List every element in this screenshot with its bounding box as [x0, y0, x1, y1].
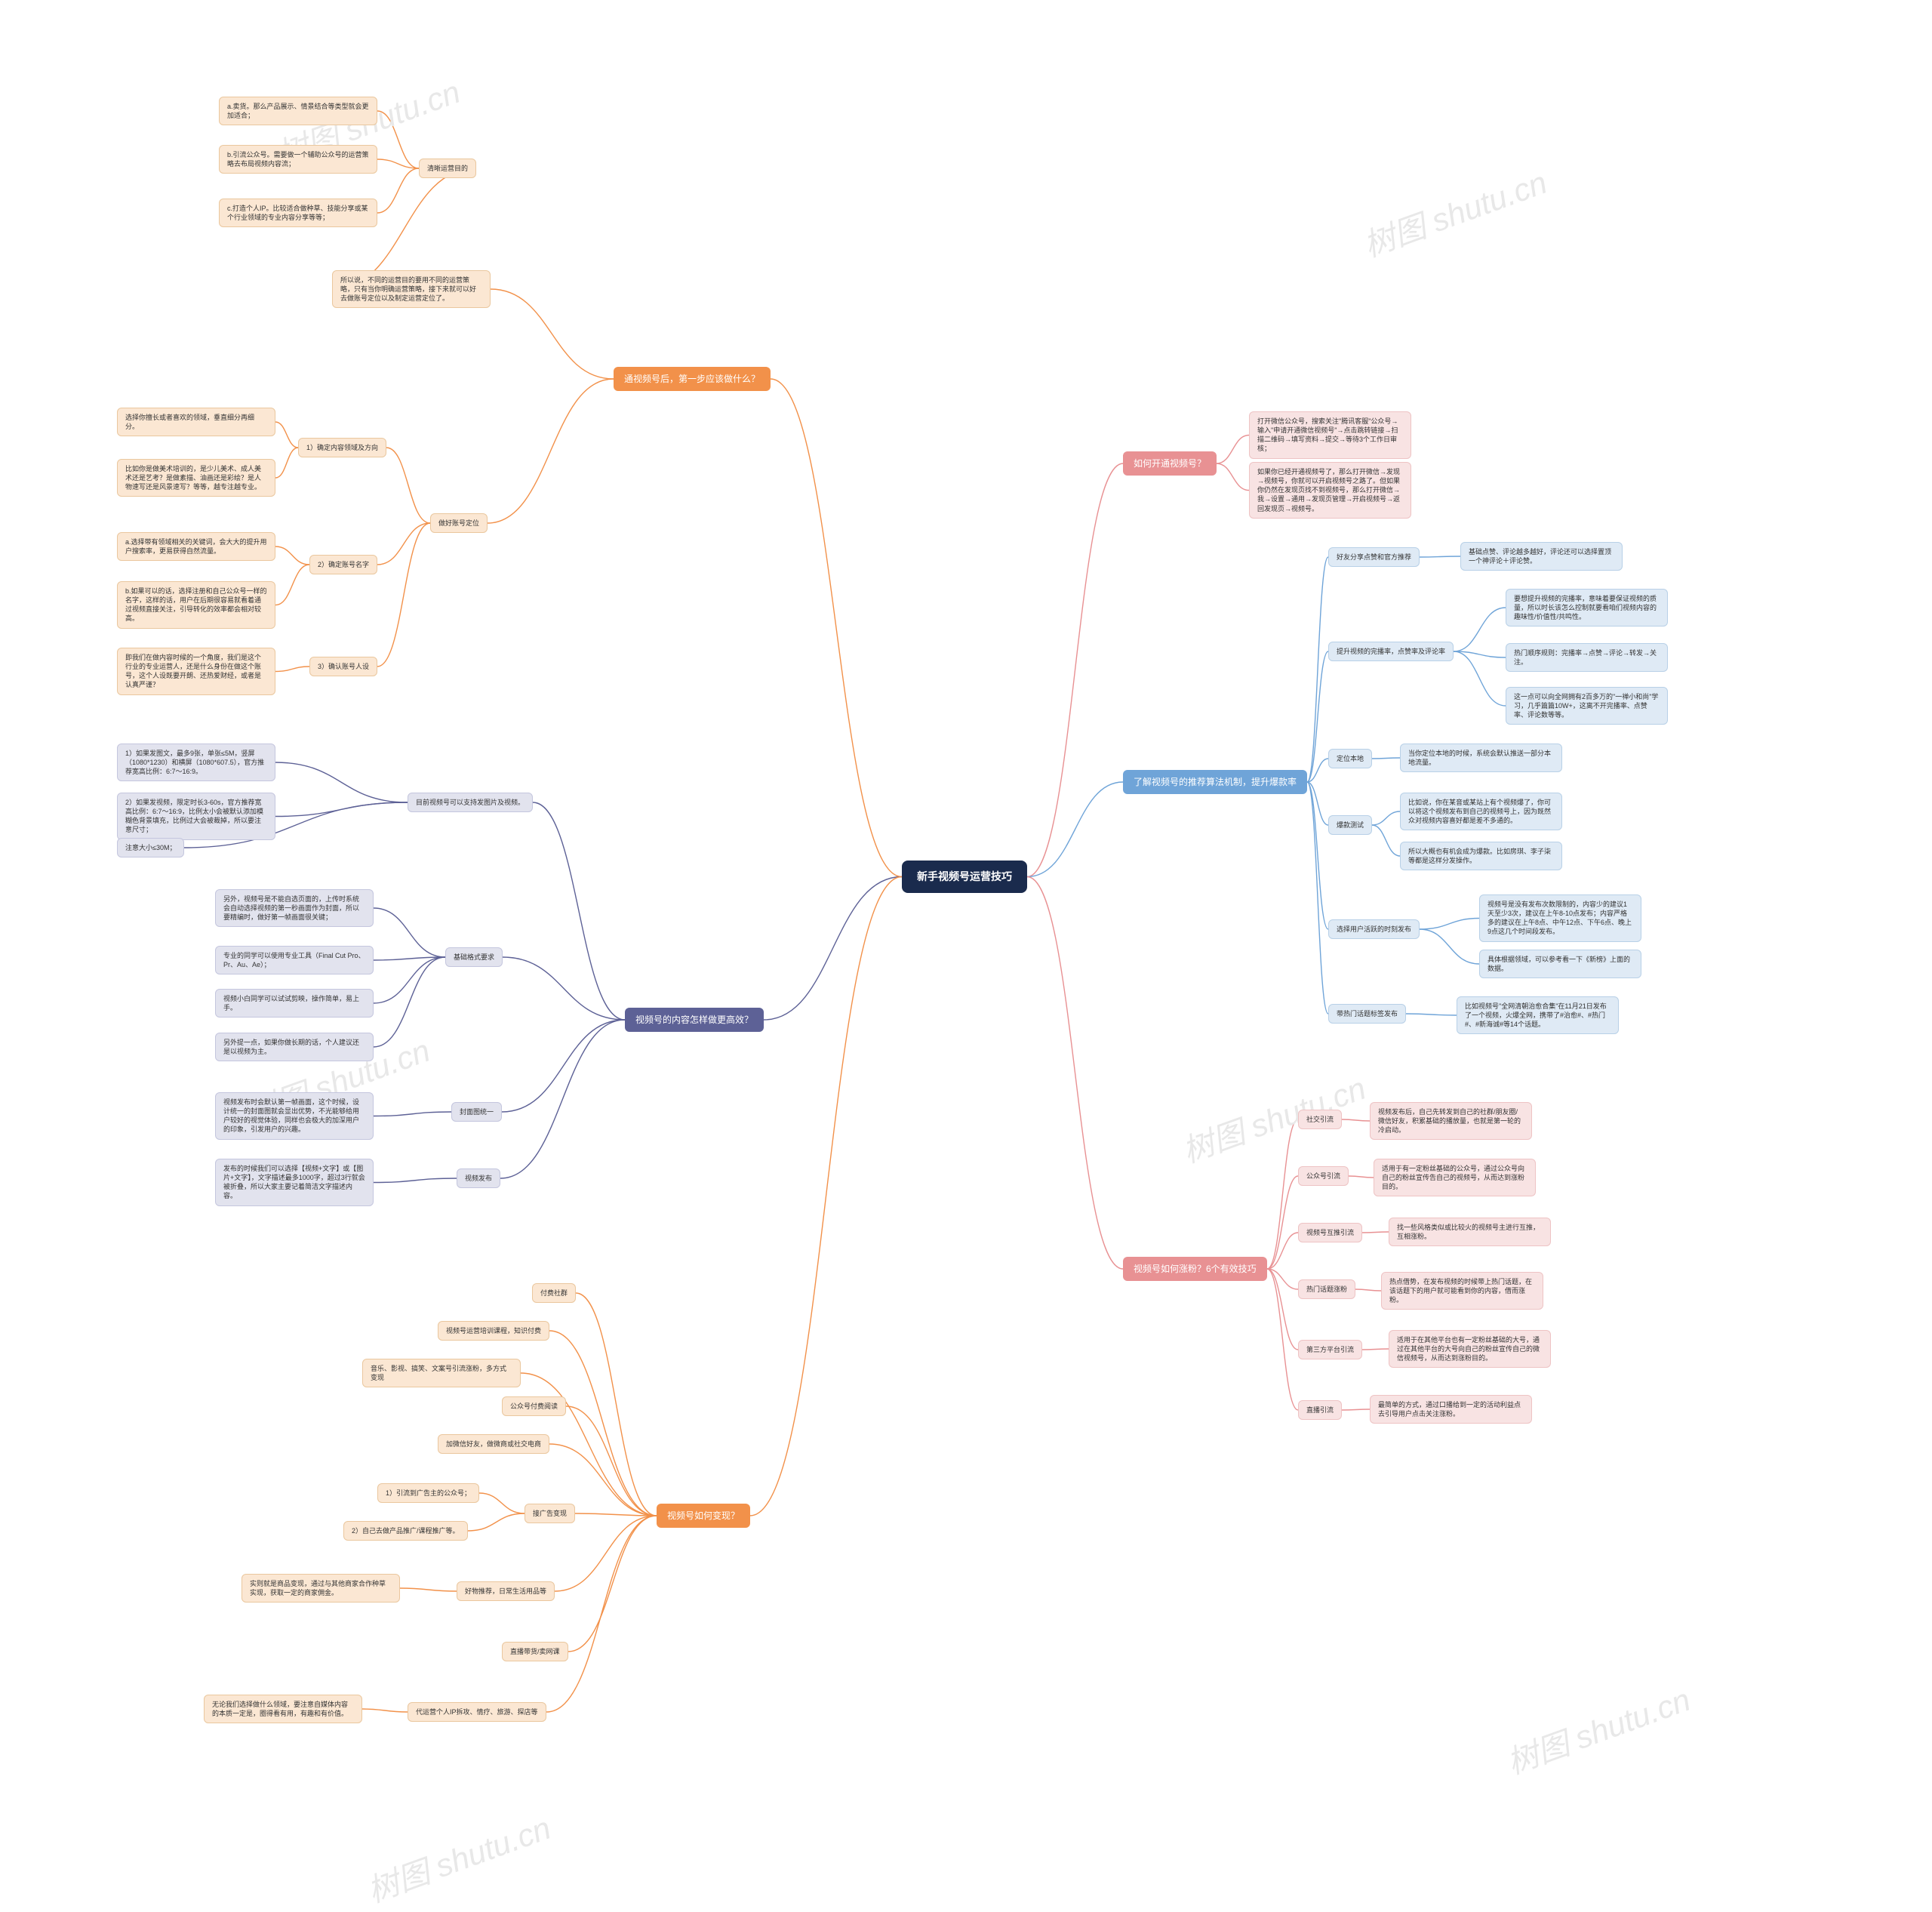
- branch-node: 如何开通视频号？: [1123, 451, 1217, 476]
- leaf-node: 具体根据领域，可以参考看一下《新榜》上面的数据。: [1479, 950, 1641, 978]
- leaf-node: 加微信好友，做微商或社交电商: [438, 1434, 549, 1454]
- leaf-node: a.卖货。那么产品展示、情景结合等类型就会更加适合；: [219, 97, 377, 125]
- leaf-node: 接广告变现: [525, 1504, 575, 1523]
- leaf-node: 实则就是商品变现，通过与其他商家合作种草实现，获取一定的商家佣金。: [242, 1574, 400, 1603]
- leaf-node: 适用于有一定粉丝基础的公众号，通过公众号向自己的粉丝宣传告自己的视频号，从而达到…: [1374, 1159, 1536, 1196]
- leaf-node: 视频发布后，自己先转发到自己的社群/朋友圈/微信好友，积累基础的播放量，也就是第…: [1370, 1102, 1532, 1140]
- leaf-node: 基础点赞、评论越多越好，评论还可以选择置顶一个神评论＋评论赞。: [1460, 542, 1623, 571]
- leaf-node: 发布的时候我们可以选择【视频+文字】或【图片+文字】，文字描述最多1000字，超…: [215, 1159, 374, 1206]
- leaf-node: 爆款测试: [1328, 815, 1372, 835]
- root-node: 新手视频号运营技巧: [902, 861, 1027, 893]
- watermark: 树图 shutu.cn: [1356, 157, 1552, 266]
- leaf-node: 专业的同学可以使用专业工具（Final Cut Pro、Pr、Au、Ae）；: [215, 946, 374, 974]
- leaf-node: 付费社群: [532, 1283, 576, 1303]
- leaf-node: 2）如果发视频，限定时长3-60s，官方推荐宽高比例：6:7～16:9，比例太小…: [117, 793, 275, 840]
- leaf-node: 打开微信公众号，搜索关注"腾讯客服"公众号→输入"申请开通微信视频号"→点击跳转…: [1249, 411, 1411, 459]
- leaf-node: 如果你已经开通视频号了，那么打开微信→发现→视频号，你就可以开启视频号之路了。但…: [1249, 462, 1411, 519]
- leaf-node: 最简单的方式，通过口播给到一定的活动利益点去引导用户点击关注涨粉。: [1370, 1395, 1532, 1424]
- leaf-node: 热门顺序规则：完播率→点赞→评论→转发→关注。: [1506, 643, 1668, 672]
- branch-node: 了解视频号的推荐算法机制，提升爆款率: [1123, 770, 1307, 794]
- leaf-node: 所以大概也有机会成为爆款。比如房琪、李子柒等都是这样分发操作。: [1400, 842, 1562, 870]
- leaf-node: 提升视频的完播率，点赞率及评论率: [1328, 642, 1454, 661]
- leaf-node: 视频号互推引流: [1298, 1223, 1362, 1242]
- leaf-node: 视频发布: [457, 1168, 500, 1188]
- watermark: 树图 shutu.cn: [360, 1803, 556, 1911]
- leaf-node: 好友分享点赞和官方推荐: [1328, 547, 1420, 567]
- leaf-node: 直播带货/卖网课: [502, 1642, 568, 1661]
- watermark: 树图 shutu.cn: [1175, 1063, 1371, 1172]
- leaf-node: 比如说，你在某音或某站上有个视频爆了，你可以将这个视频发布到自己的视频号上，因为…: [1400, 793, 1562, 830]
- leaf-node: 基础格式要求: [445, 947, 503, 967]
- leaf-node: 带热门话题标签发布: [1328, 1004, 1406, 1024]
- leaf-node: 另外，视频号是不能自选页面的，上传时系统会自动选择视频的第一秒画面作为封面，所以…: [215, 889, 374, 927]
- leaf-node: b.引流公众号。需要做一个辅助公众号的运营策略去布局视频内容流；: [219, 145, 377, 174]
- leaf-node: 第三方平台引流: [1298, 1340, 1362, 1359]
- leaf-node: 所以说，不同的运营目的要用不同的运营策略，只有当你明确运营策略，接下来就可以好去…: [332, 270, 491, 308]
- leaf-node: 封面图统一: [451, 1102, 502, 1122]
- leaf-node: 视频小白同学可以试试剪映，操作简单，易上手。: [215, 989, 374, 1018]
- leaf-node: 比如视频号"全网清朝治愈合集"在11月21日发布了一个视频，火爆全网，携带了#治…: [1457, 996, 1619, 1034]
- leaf-node: 2）确定账号名字: [309, 555, 377, 574]
- leaf-node: 音乐、影视、搞笑、文案号引流涨粉，多方式变现: [362, 1359, 521, 1387]
- leaf-node: 另外提一点，如果你做长期的话，个人建议还是以视频为主。: [215, 1033, 374, 1061]
- leaf-node: 公众号引流: [1298, 1166, 1349, 1186]
- leaf-node: 直播引流: [1298, 1400, 1342, 1420]
- leaf-node: 比如你是做美术培训的，是少儿美术、成人美术还是艺考？是做素描、油画还是彩绘？是人…: [117, 459, 275, 497]
- branch-node: 视频号如何涨粉？6个有效技巧: [1123, 1257, 1267, 1281]
- leaf-node: 1）确定内容领域及方向: [298, 438, 386, 457]
- leaf-node: 选择你擅长或者喜欢的领域，垂直细分再细分。: [117, 408, 275, 436]
- leaf-node: a.选择带有领域相关的关键词，会大大的提升用户搜索率，更易获得自然流量。: [117, 532, 275, 561]
- leaf-node: 选择用户活跃的时刻发布: [1328, 919, 1420, 939]
- leaf-node: 1）引流到广告主的公众号；: [377, 1483, 479, 1503]
- leaf-node: 做好账号定位: [430, 513, 488, 533]
- leaf-node: 这一点可以向全网拥有2百多万的"一禅小和尚"学习，几乎篇篇10W+，这离不开完播…: [1506, 687, 1668, 725]
- leaf-node: 定位本地: [1328, 749, 1372, 768]
- watermark: 树图 shutu.cn: [1500, 1674, 1696, 1783]
- leaf-node: 社交引流: [1298, 1110, 1342, 1129]
- leaf-node: 即我们在做内容时候的一个角度，我们是这个行业的专业运营人，还是什么身份在做这个账…: [117, 648, 275, 695]
- leaf-node: 适用于在其他平台也有一定粉丝基础的大号，通过在其他平台的大号向自己的粉丝宣传自己…: [1389, 1330, 1551, 1368]
- leaf-node: 目前视频号可以支持发图片及视频。: [408, 793, 533, 812]
- branch-node: 视频号的内容怎样做更高效？: [625, 1008, 764, 1032]
- leaf-node: 注意大小≤30M；: [117, 838, 184, 857]
- leaf-node: 当你定位本地的时候，系统会默认推送一部分本地流量。: [1400, 744, 1562, 772]
- leaf-node: b.如果可以的话，选择注册和自己公众号一样的名字，这样的话，用户在后期很容易就看…: [117, 581, 275, 629]
- leaf-node: 要想提升视频的完播率，意味着要保证视频的质量，所以时长该怎么控制就要看咱们视频内…: [1506, 589, 1668, 627]
- leaf-node: 视频号是没有发布次数限制的，内容少的建议1天至少3次，建议在上午8-10点发布；…: [1479, 894, 1641, 942]
- leaf-node: 热点借势，在发布视频的时候带上热门话题，在该话题下的用户就可能看到你的内容，借而…: [1381, 1272, 1543, 1310]
- leaf-node: 3）确认账号人设: [309, 657, 377, 676]
- leaf-node: c.打造个人IP。比较适合做种草、技能分享或某个行业领域的专业内容分享等等；: [219, 199, 377, 227]
- leaf-node: 公众号付费阅读: [502, 1396, 566, 1416]
- leaf-node: 视频号运营培训课程，知识付费: [438, 1321, 549, 1341]
- branch-node: 通视频号后，第一步应该做什么？: [614, 367, 771, 391]
- leaf-node: 视频发布时会默认第一帧画面，这个时候，设计统一的封面图就会显出优势，不光能够给用…: [215, 1092, 374, 1140]
- branch-node: 视频号如何变现？: [657, 1504, 750, 1528]
- leaf-node: 代运营个人IP拆攻、情疗、旅游、探店等: [408, 1702, 546, 1722]
- leaf-node: 1）如果发图文，最多9张，单张≤5M，竖屏（1080*1230）和横屏（1080…: [117, 744, 275, 781]
- leaf-node: 2）自己去做产品推广/课程推广等。: [343, 1521, 468, 1541]
- leaf-node: 无论我们选择做什么领域，要注意自媒体内容的本质一定是，圈得看有用，有趣和有价值。: [204, 1695, 362, 1723]
- leaf-node: 找一些风格类似或比较火的视频号主进行互推，互相涨粉。: [1389, 1218, 1551, 1246]
- leaf-node: 热门话题涨粉: [1298, 1279, 1355, 1299]
- leaf-node: 好物推荐，日常生活用品等: [457, 1581, 555, 1601]
- leaf-node: 清晰运营目的: [419, 159, 476, 178]
